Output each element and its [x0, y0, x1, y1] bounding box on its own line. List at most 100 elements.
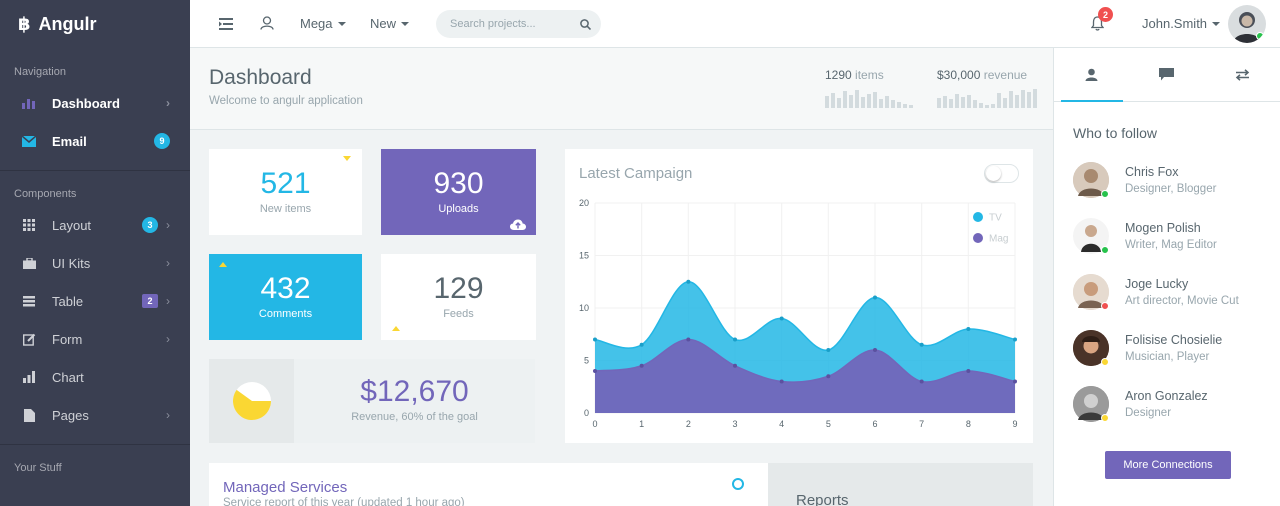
data-point: [826, 348, 831, 352]
person-role: Designer: [1125, 407, 1172, 419]
revenue-sparkline: [937, 88, 1037, 108]
tab-people[interactable]: [1054, 48, 1129, 102]
managed-services-card: Managed Services Service report of this …: [209, 463, 768, 506]
sidebar-item-chart[interactable]: Chart: [0, 358, 190, 396]
status-dot: [1101, 246, 1109, 254]
sidebar-item-form[interactable]: Form ›: [0, 320, 190, 358]
x-tick-label: 8: [966, 419, 971, 429]
person-name: Folisise Chosielie: [1125, 333, 1223, 347]
user-icon[interactable]: [259, 15, 275, 31]
mega-menu-label: Mega: [300, 16, 333, 31]
chat-icon: [1159, 68, 1175, 81]
search-placeholder: Search projects...: [450, 18, 536, 30]
sidebar-item-label: Form: [52, 331, 83, 347]
series-line-mag: [594, 338, 1016, 383]
sidebar-item-email[interactable]: Email 9: [0, 122, 190, 160]
revenue-stat: $30,000 revenue: [937, 68, 1037, 108]
campaign-area-chart: 0 5 10 15 20 0 1 2 3 4 5 6 7 8 9 TV Mag: [579, 198, 1018, 429]
x-tick-label: 4: [779, 419, 784, 429]
page-header: Dashboard Welcome to angulr application …: [190, 48, 1053, 130]
sidebar-item-table[interactable]: Table 2 ›: [0, 282, 190, 320]
sidebar-item-layout[interactable]: Layout 3 ›: [0, 206, 190, 244]
sidebar-item-label: UI Kits: [52, 255, 91, 271]
x-tick-label: 5: [826, 419, 831, 429]
bar-chart-icon: [22, 96, 36, 110]
follow-item[interactable]: Aron Gonzalez Designer: [1073, 384, 1208, 424]
follow-item[interactable]: Joge Lucky Art director, Movie Cut: [1073, 272, 1239, 312]
brand[interactable]: ฿ Angulr: [0, 0, 190, 48]
x-tick-label: 1: [639, 419, 644, 429]
x-tick-label: 6: [872, 419, 877, 429]
campaign-toggle[interactable]: [984, 164, 1019, 183]
new-items-value: 521: [260, 167, 311, 200]
feeds-tile[interactable]: 129 Feeds: [381, 254, 536, 340]
comments-tile[interactable]: 432 Comments: [209, 254, 362, 340]
person-name: Chris Fox: [1125, 165, 1179, 179]
table-count-badge: 2: [142, 294, 158, 308]
edit-icon: [22, 332, 36, 346]
user-menu-button[interactable]: John.Smith: [1142, 16, 1221, 31]
chevron-right-icon: ›: [166, 218, 170, 232]
right-panel-tabs: [1054, 48, 1280, 102]
sidebar-item-label: Chart: [52, 369, 84, 385]
new-menu-button[interactable]: New: [370, 16, 410, 31]
page-title: Dashboard: [209, 66, 312, 89]
revenue-value: $12,670: [360, 375, 469, 408]
x-tick-label: 7: [919, 419, 924, 429]
tab-activity[interactable]: [1205, 48, 1280, 101]
data-point: [733, 337, 737, 342]
caret-up-icon: [392, 326, 400, 331]
follow-item[interactable]: Folisise Chosielie Musician, Player: [1073, 328, 1222, 368]
nav-section-navigation: Navigation: [14, 66, 66, 78]
feeds-label: Feeds: [443, 308, 474, 320]
more-connections-button[interactable]: More Connections: [1105, 451, 1231, 479]
search-input[interactable]: Search projects...: [436, 10, 601, 38]
data-point: [639, 342, 644, 347]
refresh-indicator-icon[interactable]: [732, 478, 744, 490]
revenue-stat-label: revenue: [983, 68, 1028, 82]
data-point: [873, 295, 877, 300]
uploads-tile[interactable]: 930 Uploads: [381, 149, 536, 235]
follow-item[interactable]: Chris Fox Designer, Blogger: [1073, 160, 1216, 200]
sidebar-item-pages[interactable]: Pages ›: [0, 396, 190, 434]
items-stat-label: items: [855, 68, 884, 82]
x-tick-label: 0: [592, 419, 597, 429]
data-point: [639, 363, 644, 368]
briefcase-icon: [22, 256, 36, 270]
chevron-right-icon: ›: [166, 408, 170, 422]
online-status-dot: [1256, 32, 1264, 40]
sidebar-item-dashboard[interactable]: Dashboard ›: [0, 84, 190, 122]
y-tick-label: 15: [579, 251, 589, 261]
menu-toggle-icon[interactable]: [218, 16, 234, 32]
search-icon[interactable]: [580, 18, 591, 30]
comments-value: 432: [260, 272, 311, 305]
person-role: Musician, Player: [1125, 351, 1210, 363]
nav-section-components: Components: [14, 188, 77, 200]
grid-icon: [22, 218, 36, 232]
data-point: [733, 363, 737, 368]
email-count-badge: 9: [154, 133, 170, 149]
user-avatar[interactable]: [1228, 5, 1266, 43]
reports-card: Reports: [768, 463, 1033, 506]
sidebar-item-label: Layout: [52, 217, 92, 233]
file-icon: [22, 408, 36, 422]
tab-messages[interactable]: [1129, 48, 1204, 101]
sidebar-item-label: Dashboard: [52, 95, 120, 111]
chart-icon: [22, 370, 36, 384]
sidebar-item-ui-kits[interactable]: UI Kits ›: [0, 244, 190, 282]
data-point: [779, 316, 784, 321]
data-point: [873, 348, 877, 352]
reports-title: Reports: [796, 492, 849, 506]
follow-item[interactable]: Mogen Polish Writer, Mag Editor: [1073, 216, 1217, 256]
layout-count-badge: 3: [142, 217, 158, 233]
chevron-right-icon: ›: [166, 294, 170, 308]
notifications-button[interactable]: 2: [1090, 7, 1113, 34]
items-sparkline: [825, 88, 913, 108]
caret-down-icon: [337, 21, 346, 26]
revenue-text-panel: $12,670 Revenue, 60% of the goal: [294, 359, 535, 443]
revenue-stat-value: $30,000: [937, 68, 981, 82]
new-items-tile[interactable]: 521 New items: [209, 149, 362, 235]
data-point: [919, 379, 924, 384]
mega-menu-button[interactable]: Mega: [300, 16, 346, 31]
top-header: Mega New Search projects... 2 John.Smith: [190, 0, 1280, 48]
